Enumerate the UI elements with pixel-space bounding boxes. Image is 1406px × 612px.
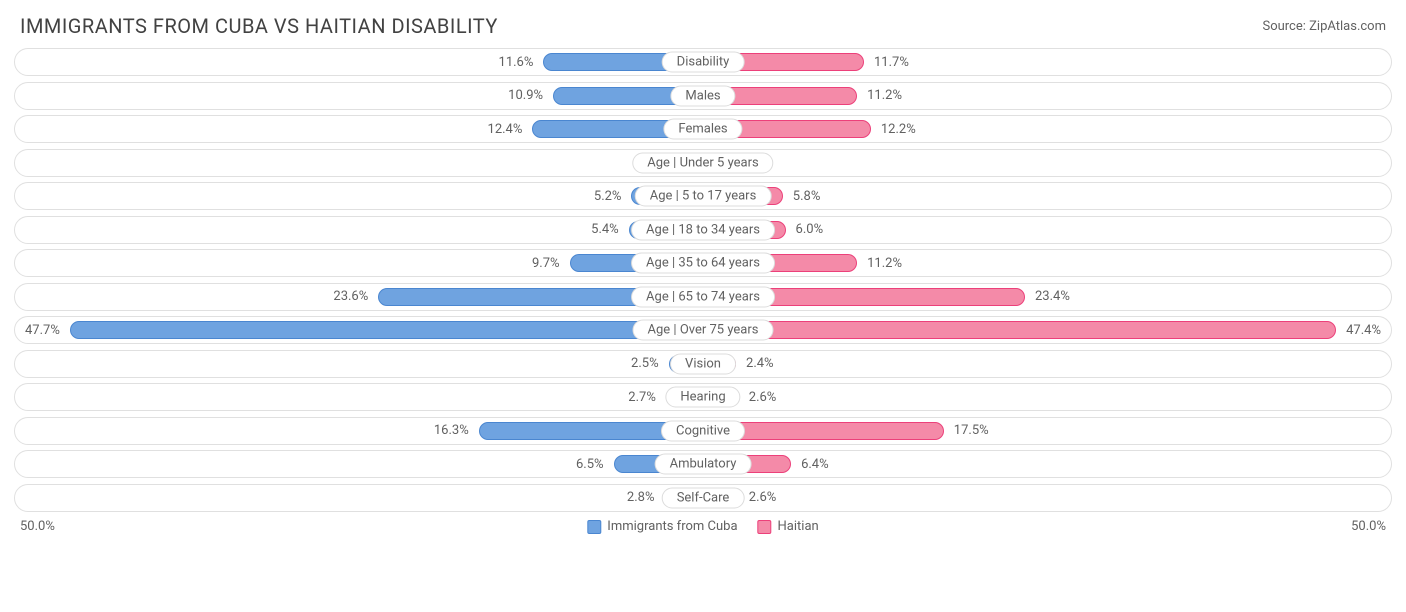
right-value: 2.4%: [736, 356, 784, 371]
category-label: Disability: [662, 52, 745, 73]
left-value: 12.4%: [478, 122, 533, 137]
bar-row: 11.6% 11.7% Disability: [14, 48, 1392, 76]
category-label: Males: [670, 85, 735, 106]
right-value: 47.4%: [1336, 323, 1391, 338]
legend-item-left: Immigrants from Cuba: [587, 519, 737, 534]
left-value: 47.7%: [15, 323, 70, 338]
legend-label-left: Immigrants from Cuba: [607, 519, 737, 534]
chart-footer: 50.0% Immigrants from Cuba Haitian 50.0%: [0, 517, 1406, 534]
right-value: 23.4%: [1025, 289, 1080, 304]
right-value: 6.0%: [786, 222, 834, 237]
legend-label-right: Haitian: [778, 519, 819, 534]
bar-row: 2.5% 2.4%Vision: [14, 350, 1392, 378]
bar-row: 10.9% 11.2% Males: [14, 82, 1392, 110]
bar-row: 2.8% 2.6%Self-Care: [14, 484, 1392, 512]
right-value: 2.6%: [739, 490, 787, 505]
axis-right-max: 50.0%: [1351, 519, 1386, 534]
right-value: 11.2%: [857, 256, 912, 271]
left-value: 9.7%: [522, 256, 570, 271]
category-label: Ambulatory: [655, 454, 752, 475]
left-value: 10.9%: [498, 88, 553, 103]
right-value: 11.7%: [864, 55, 919, 70]
left-value: 16.3%: [424, 423, 479, 438]
category-label: Cognitive: [661, 420, 745, 441]
left-value: 2.7%: [618, 390, 666, 405]
category-label: Hearing: [665, 387, 740, 408]
right-value: 12.2%: [871, 122, 926, 137]
right-value: 11.2%: [857, 88, 912, 103]
category-label: Vision: [670, 353, 736, 374]
bar-row: 23.6% 23.4% Age | 65 to 74 years: [14, 283, 1392, 311]
legend-item-right: Haitian: [758, 519, 819, 534]
right-bar: [703, 321, 1336, 339]
axis-left-max: 50.0%: [20, 519, 55, 534]
legend-swatch-left: [587, 520, 601, 534]
left-value: 23.6%: [323, 289, 378, 304]
bar-row: 6.5% 6.4% Ambulatory: [14, 450, 1392, 478]
bar-row: 16.3% 17.5% Cognitive: [14, 417, 1392, 445]
bar-row: 12.4% 12.2% Females: [14, 115, 1392, 143]
right-value: 2.6%: [739, 390, 787, 405]
bar-row: 5.4% 6.0% Age | 18 to 34 years: [14, 216, 1392, 244]
category-label: Age | Over 75 years: [633, 320, 774, 341]
bar-row: 5.2% 5.8% Age | 5 to 17 years: [14, 182, 1392, 210]
legend: Immigrants from Cuba Haitian: [587, 519, 818, 534]
chart-title: IMMIGRANTS FROM CUBA VS HAITIAN DISABILI…: [20, 14, 498, 38]
legend-swatch-right: [758, 520, 772, 534]
category-label: Age | Under 5 years: [632, 152, 773, 173]
left-value: 11.6%: [489, 55, 544, 70]
right-value: 5.8%: [783, 189, 831, 204]
chart-source: Source: ZipAtlas.com: [1262, 19, 1386, 34]
left-bar: [70, 321, 703, 339]
category-label: Age | 35 to 64 years: [631, 253, 775, 274]
category-label: Self-Care: [662, 487, 745, 508]
category-label: Females: [663, 119, 742, 140]
left-value: 2.5%: [621, 356, 669, 371]
right-value: 17.5%: [944, 423, 999, 438]
diverging-bar-chart: 11.6% 11.7% Disability 10.9% 11.2% Males 12.4%…: [0, 48, 1406, 512]
bar-row: 9.7% 11.2% Age | 35 to 64 years: [14, 249, 1392, 277]
bar-row: 47.7% 47.4% Age | Over 75 years: [14, 316, 1392, 344]
left-value: 2.8%: [617, 490, 665, 505]
left-value: 5.4%: [581, 222, 629, 237]
category-label: Age | 18 to 34 years: [631, 219, 775, 240]
bar-row: 2.7% 2.6%Hearing: [14, 383, 1392, 411]
bar-row: 1.1%1.3%Age | Under 5 years: [14, 149, 1392, 177]
left-value: 5.2%: [584, 189, 632, 204]
category-label: Age | 5 to 17 years: [635, 186, 772, 207]
chart-header: IMMIGRANTS FROM CUBA VS HAITIAN DISABILI…: [0, 0, 1406, 48]
right-value: 6.4%: [791, 457, 839, 472]
left-value: 6.5%: [566, 457, 614, 472]
category-label: Age | 65 to 74 years: [631, 286, 775, 307]
